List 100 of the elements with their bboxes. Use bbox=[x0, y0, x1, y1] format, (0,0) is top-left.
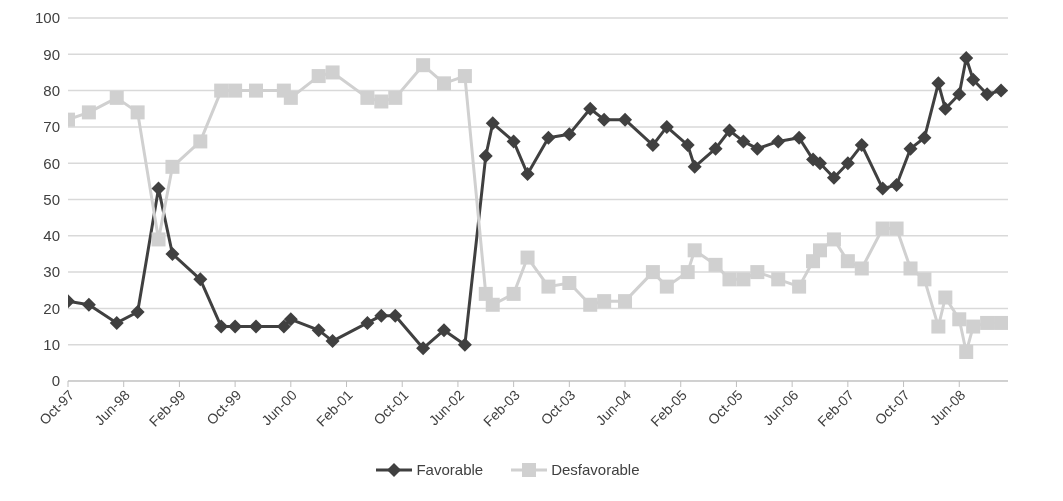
point bbox=[980, 315, 995, 330]
point bbox=[813, 243, 827, 258]
point bbox=[736, 134, 751, 149]
point bbox=[722, 123, 737, 138]
point bbox=[736, 272, 751, 287]
point bbox=[938, 101, 953, 116]
point bbox=[994, 315, 1008, 330]
y-tick-label: 30 bbox=[43, 263, 60, 281]
y-tick-label: 60 bbox=[43, 154, 60, 172]
point bbox=[214, 319, 229, 334]
point bbox=[283, 312, 298, 327]
point bbox=[618, 112, 633, 127]
point bbox=[193, 272, 208, 287]
point bbox=[520, 167, 535, 182]
point bbox=[249, 83, 263, 98]
point bbox=[506, 134, 521, 149]
point bbox=[687, 243, 702, 258]
point bbox=[130, 105, 145, 120]
point bbox=[931, 76, 946, 91]
point bbox=[109, 90, 124, 105]
point bbox=[81, 297, 96, 312]
point bbox=[416, 341, 431, 356]
legend-label: Desfavorable bbox=[551, 461, 640, 478]
point bbox=[416, 58, 431, 73]
point bbox=[541, 279, 556, 294]
point bbox=[562, 127, 577, 142]
point bbox=[889, 177, 904, 192]
point bbox=[485, 116, 500, 131]
point bbox=[917, 272, 932, 287]
point bbox=[151, 232, 166, 247]
point bbox=[750, 265, 765, 280]
point bbox=[854, 138, 869, 153]
point bbox=[952, 312, 967, 327]
point bbox=[485, 297, 500, 312]
point bbox=[360, 315, 375, 330]
point bbox=[917, 130, 932, 145]
point bbox=[980, 87, 995, 102]
point bbox=[659, 279, 674, 294]
point bbox=[311, 323, 326, 338]
y-tick-label: 100 bbox=[34, 9, 60, 27]
point bbox=[903, 141, 918, 156]
point bbox=[659, 119, 674, 134]
point bbox=[228, 319, 243, 334]
point bbox=[457, 69, 472, 84]
point bbox=[826, 170, 841, 185]
point bbox=[130, 305, 145, 320]
point bbox=[875, 221, 890, 236]
point bbox=[276, 319, 291, 334]
point bbox=[840, 156, 855, 171]
point bbox=[645, 138, 660, 153]
y-tick-label: 90 bbox=[43, 45, 60, 63]
y-tick-label: 0 bbox=[51, 372, 60, 390]
point bbox=[994, 83, 1008, 98]
point bbox=[903, 261, 918, 276]
point bbox=[360, 90, 375, 105]
point bbox=[959, 50, 974, 65]
point bbox=[374, 308, 389, 323]
point bbox=[597, 294, 612, 309]
point bbox=[875, 181, 890, 196]
point bbox=[165, 159, 180, 174]
point bbox=[813, 156, 827, 171]
point bbox=[687, 159, 702, 174]
point bbox=[826, 232, 841, 247]
point bbox=[437, 76, 451, 91]
point bbox=[722, 272, 737, 287]
point bbox=[165, 246, 180, 261]
point bbox=[959, 344, 974, 359]
point bbox=[520, 250, 535, 265]
point bbox=[583, 297, 598, 312]
point bbox=[966, 319, 981, 334]
point bbox=[193, 134, 208, 149]
point bbox=[680, 138, 695, 153]
point bbox=[81, 105, 96, 120]
point bbox=[938, 290, 953, 305]
point bbox=[562, 275, 577, 290]
point bbox=[618, 294, 633, 309]
point bbox=[249, 319, 263, 334]
point bbox=[645, 265, 660, 280]
y-tick-label: 20 bbox=[43, 299, 60, 317]
point bbox=[311, 69, 326, 84]
point bbox=[771, 272, 786, 287]
point bbox=[750, 141, 765, 156]
point bbox=[680, 265, 695, 280]
y-tick-label: 40 bbox=[43, 227, 60, 245]
point bbox=[541, 130, 556, 145]
y-tick-label: 80 bbox=[43, 81, 60, 99]
point bbox=[388, 90, 403, 105]
point bbox=[214, 83, 229, 98]
point bbox=[966, 72, 981, 87]
point bbox=[792, 130, 807, 145]
y-tick-label: 70 bbox=[43, 118, 60, 136]
point bbox=[457, 337, 472, 352]
point bbox=[506, 286, 521, 301]
point bbox=[109, 315, 124, 330]
point bbox=[151, 181, 166, 196]
point bbox=[854, 261, 869, 276]
point bbox=[583, 101, 598, 116]
y-tick-label: 50 bbox=[43, 190, 60, 208]
point bbox=[437, 323, 451, 338]
point bbox=[889, 221, 904, 236]
